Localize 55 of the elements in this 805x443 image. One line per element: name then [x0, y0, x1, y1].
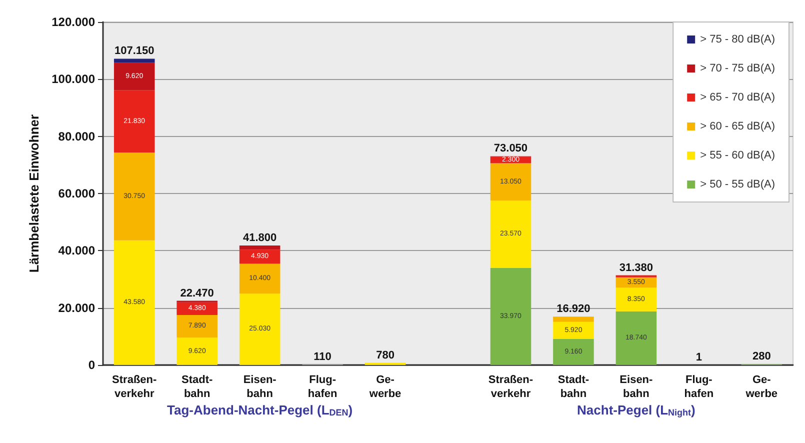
bar — [176, 314, 218, 338]
legend-label: > 65 - 70 dB(A) — [700, 92, 776, 104]
x-tick-label: Ge- werbe — [744, 374, 778, 400]
bar — [616, 288, 657, 312]
bar — [490, 268, 532, 365]
y-tick-label: 100.000 — [52, 72, 96, 86]
total-label: 780 — [376, 349, 394, 362]
x-tick-label: Straßen- verkehr — [488, 374, 534, 400]
y-tick-label: 0 — [88, 358, 96, 372]
x-tick-label: Eisen- bahn — [243, 374, 277, 400]
bar — [176, 338, 218, 365]
y-tick-label: 40.000 — [58, 244, 96, 258]
legend-label: > 55 - 60 dB(A) — [700, 150, 776, 162]
bar — [239, 293, 280, 365]
bar — [553, 322, 594, 339]
bar — [490, 163, 532, 201]
total-label: 110 — [314, 351, 332, 364]
total-label: 280 — [752, 350, 771, 363]
bar — [616, 311, 657, 365]
text: Tag-Abend-Nacht-Pegel (LDEN) — [167, 402, 353, 418]
bar — [114, 62, 155, 90]
y-axis-title: Lärmbelastete Einwohner — [26, 114, 42, 273]
total-label: 22.470 — [180, 287, 214, 300]
legend-label: > 75 - 80 dB(A) — [700, 34, 776, 46]
legend-label: > 70 - 75 dB(A) — [700, 62, 776, 74]
text: Nacht-Pegel (LNight) — [577, 402, 696, 418]
bar — [239, 264, 280, 294]
x-tick-label: Ge- werbe — [368, 374, 402, 400]
x-tick-label: Stadt- bahn — [558, 374, 590, 400]
x-tick-label: Eisen- bahn — [620, 374, 654, 400]
legend-label: > 50 - 55 dB(A) — [700, 178, 776, 190]
x-tick-label: Straßen- verkehr — [112, 374, 158, 400]
y-tick-label: 60.000 — [58, 186, 96, 200]
x-tick-label: Flug- hafen — [308, 374, 338, 400]
x-tick-label: Stadt- bahn — [182, 374, 214, 400]
legend-label: > 60 - 65 dB(A) — [700, 120, 776, 132]
bar — [114, 152, 155, 240]
bar — [553, 338, 594, 365]
total-label: 107.150 — [114, 45, 154, 58]
x-tick-label: Flug- hafen — [684, 374, 714, 400]
bar — [490, 200, 532, 268]
bar — [114, 58, 155, 63]
total-label: 1 — [696, 351, 702, 364]
bar — [553, 316, 594, 322]
total-label: 16.920 — [556, 303, 590, 316]
y-tick-label: 80.000 — [58, 129, 96, 144]
total-label: 73.050 — [494, 142, 528, 155]
bar — [239, 246, 280, 250]
total-label: 41.800 — [242, 232, 277, 244]
bar — [176, 302, 218, 315]
bar — [114, 240, 155, 365]
total-label: 31.380 — [619, 262, 654, 274]
y-tick-label: 20.000 — [58, 300, 96, 315]
y-tick-label: 120.000 — [52, 15, 96, 29]
bar — [114, 90, 155, 153]
